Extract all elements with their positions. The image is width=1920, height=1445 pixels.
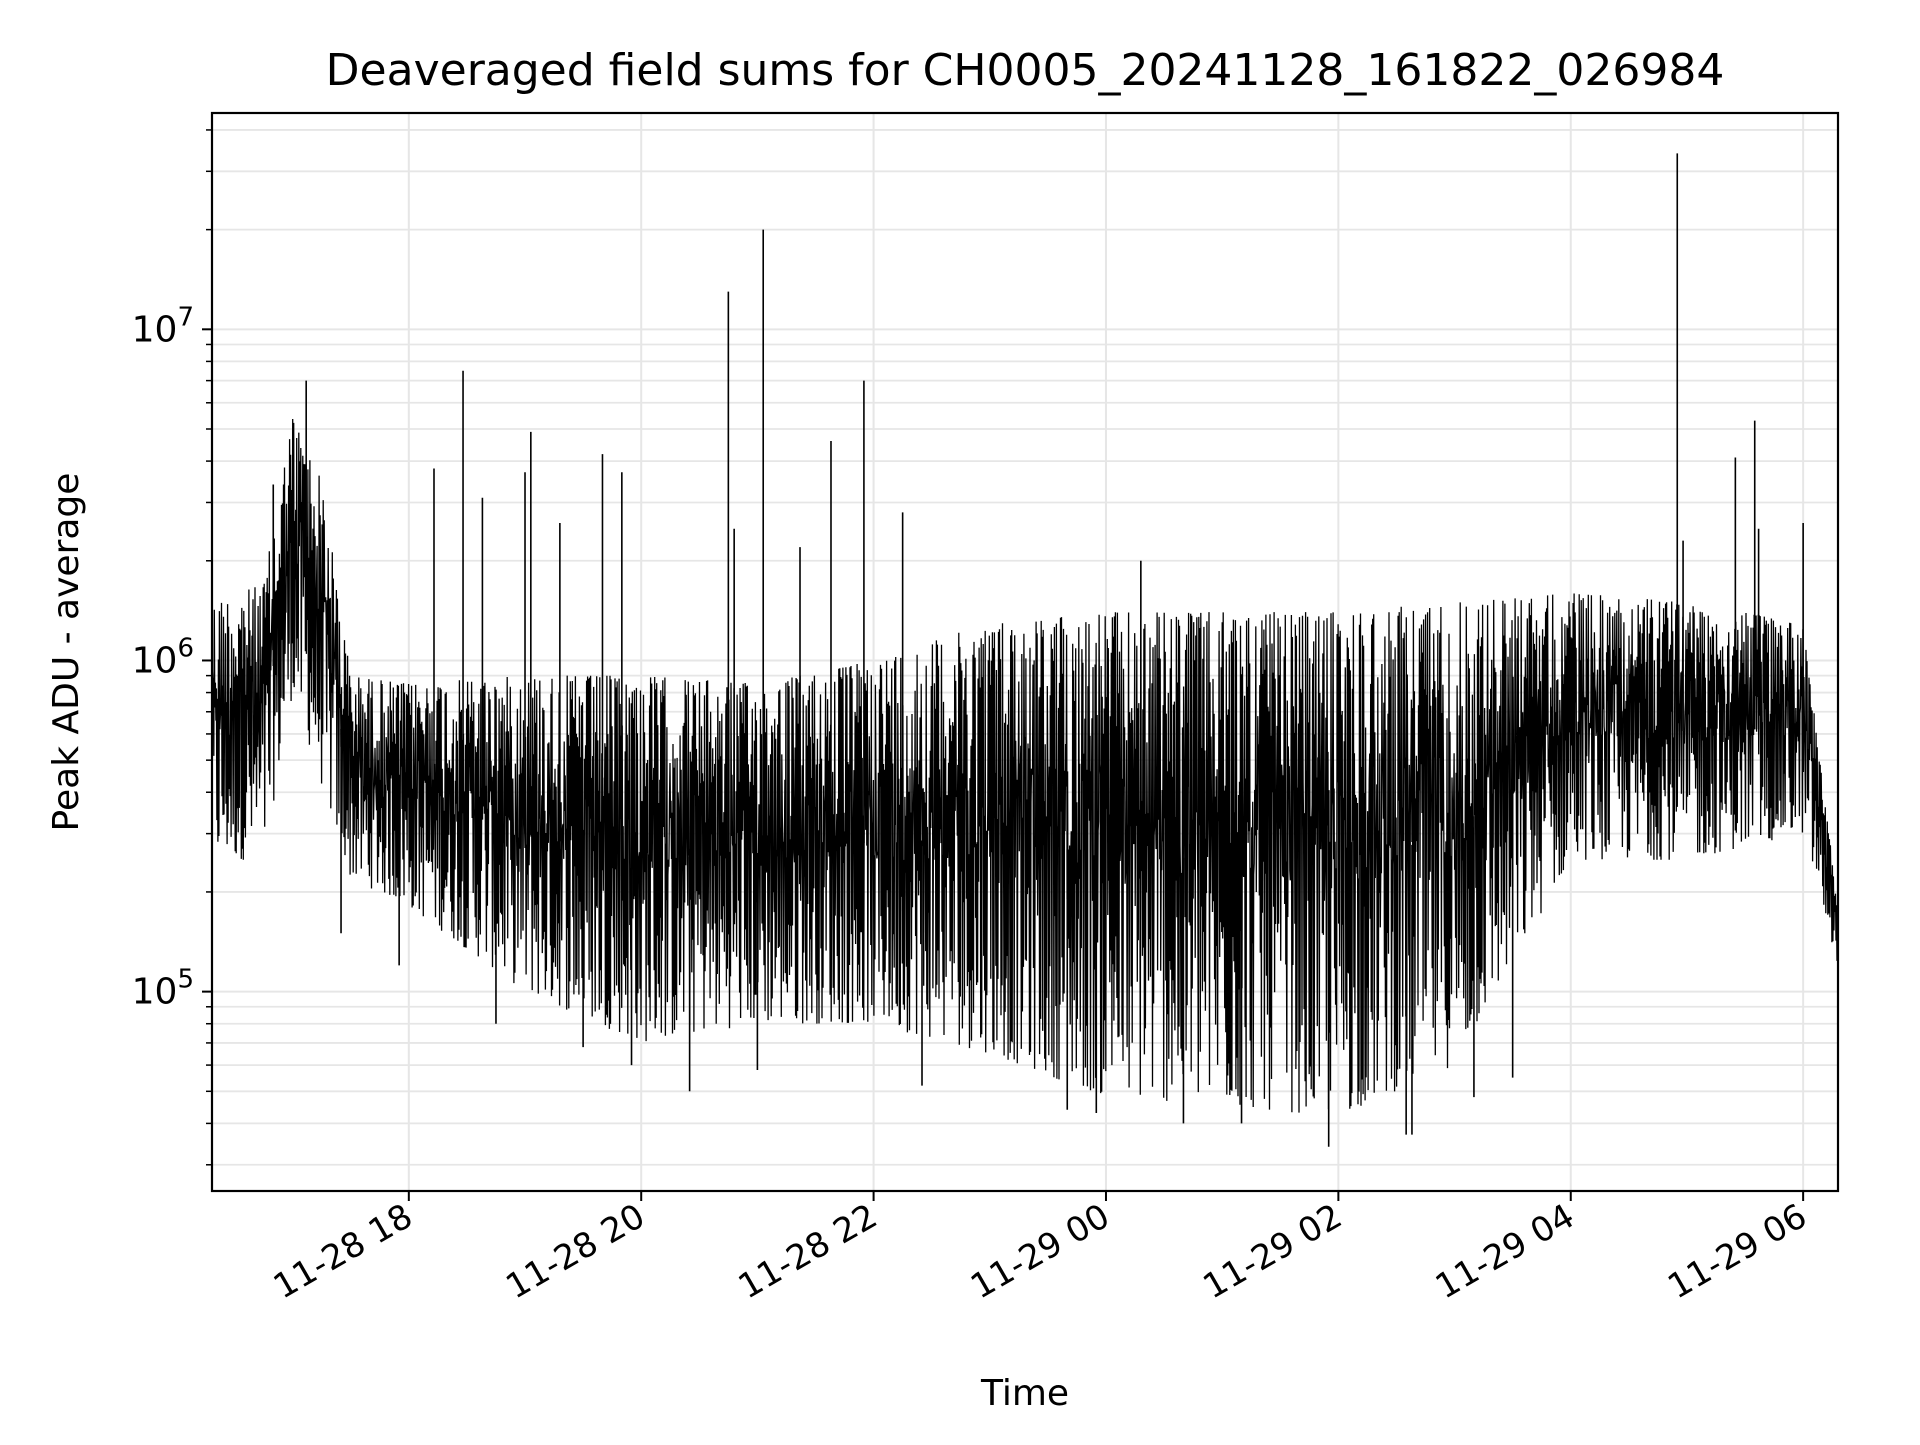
y-tick-label-base: 10 [132,309,178,350]
x-axis-label: Time [980,1373,1069,1414]
chart-title: Deaveraged field sums for CH0005_2024112… [326,45,1725,96]
y-tick-label-exponent: 6 [177,633,194,663]
y-tick-label: 107 [132,302,194,350]
y-tick-label-exponent: 7 [177,302,194,332]
plot-frame [210,111,1840,1193]
y-tick-label-base: 10 [132,640,178,681]
y-tick-label-exponent: 5 [177,965,194,995]
y-tick-label: 106 [132,633,194,681]
y-tick-label: 105 [132,965,194,1013]
series-layer [212,153,1838,1147]
y-tick-label-base: 10 [132,972,178,1013]
y-axis-label: Peak ADU - average [46,473,87,832]
